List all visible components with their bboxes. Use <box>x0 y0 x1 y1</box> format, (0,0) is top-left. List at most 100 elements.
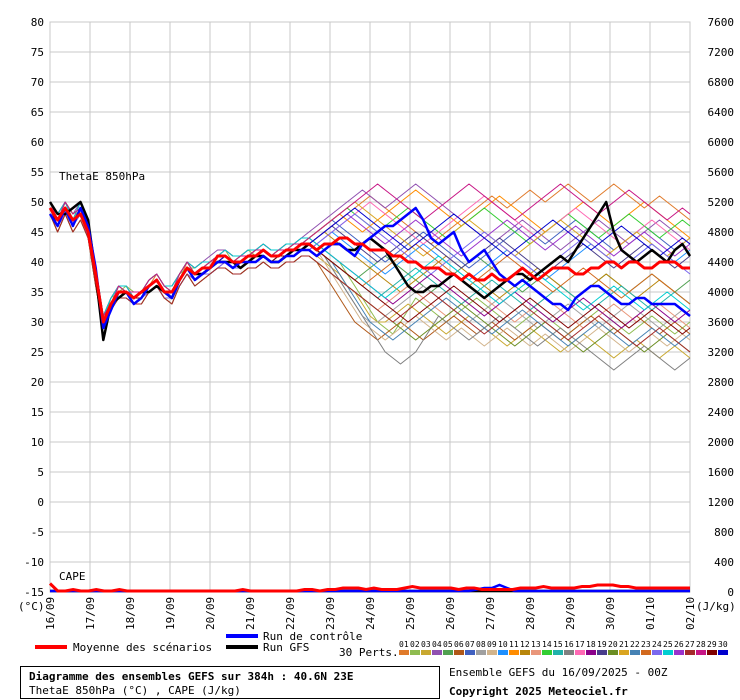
right-tick-label: 6800 <box>708 76 735 89</box>
pert-number: 07 <box>465 640 475 649</box>
pert-number: 20 <box>608 640 618 649</box>
pert-color-swatch <box>454 650 464 655</box>
right-tick-label: 400 <box>714 556 734 569</box>
x-tick-label: 01/10 <box>644 597 657 630</box>
pert-number: 13 <box>531 640 541 649</box>
pert-number: 25 <box>663 640 673 649</box>
x-tick-label: 26/09 <box>444 597 457 630</box>
x-tick-label: 02/10 <box>684 597 697 630</box>
pert-color-swatch <box>663 650 673 655</box>
right-tick-label: 5600 <box>708 166 735 179</box>
left-tick-label: 0 <box>37 496 44 509</box>
right-tick-label: 4400 <box>708 256 735 269</box>
right-tick-label: 1600 <box>708 466 735 479</box>
pert-number: 26 <box>674 640 684 649</box>
footer-title: Diagramme des ensembles GEFS sur 384h : … <box>29 670 354 683</box>
left-tick-label: 75 <box>31 46 44 59</box>
thetae-panel-label: ThetaE 850hPa <box>59 170 145 183</box>
footer-subtitle: ThetaE 850hPa (°C) , CAPE (J/kg) <box>29 684 241 697</box>
left-tick-label: 60 <box>31 136 44 149</box>
pert-color-swatch <box>641 650 651 655</box>
left-tick-label: -15 <box>24 586 44 599</box>
left-tick-label: 35 <box>31 286 44 299</box>
x-tick-label: 21/09 <box>244 597 257 630</box>
pert-color-swatch <box>421 650 431 655</box>
pert-color-swatch <box>465 650 475 655</box>
pert-number: 16 <box>564 640 574 649</box>
right-tick-label: 4000 <box>708 286 735 299</box>
x-tick-label: 20/09 <box>204 597 217 630</box>
pert-number: 21 <box>619 640 629 649</box>
pert-number: 01 <box>399 640 409 649</box>
pert-number: 03 <box>421 640 431 649</box>
pert-number: 19 <box>597 640 607 649</box>
series-lines <box>48 183 692 371</box>
pert-color-swatch <box>707 650 717 655</box>
pert-color-swatch <box>487 650 497 655</box>
x-tick-label: 22/09 <box>284 597 297 630</box>
left-tick-label: 25 <box>31 346 44 359</box>
right-tick-label: 2800 <box>708 376 735 389</box>
pert-color-swatch <box>630 650 640 655</box>
left-tick-label: -10 <box>24 556 44 569</box>
cape-lines <box>48 582 690 593</box>
pert-color-swatch <box>531 650 541 655</box>
pert-color-swatch <box>597 650 607 655</box>
pert-color-swatch <box>619 650 629 655</box>
right-tick-label: 2400 <box>708 406 735 419</box>
left-tick-label: 55 <box>31 166 44 179</box>
right-tick-label: 5200 <box>708 196 735 209</box>
pert-color-swatch <box>685 650 695 655</box>
pert-color-swatch <box>476 650 486 655</box>
right-tick-label: 0 <box>727 586 734 599</box>
right-tick-label: 4800 <box>708 226 735 239</box>
left-tick-label: 50 <box>31 196 44 209</box>
pert-color-swatch <box>553 650 563 655</box>
pert-number: 10 <box>498 640 508 649</box>
legend-perts-label: 30 Perts. <box>339 646 399 659</box>
pert-number: 23 <box>641 640 651 649</box>
pert-color-swatch <box>696 650 706 655</box>
left-tick-label: 40 <box>31 256 44 269</box>
left-tick-label: -5 <box>31 526 44 539</box>
pert-number: 05 <box>443 640 453 649</box>
legend-gfs-label: Run GFS <box>263 641 309 654</box>
right-tick-label: 6400 <box>708 106 735 119</box>
right-tick-label: 1200 <box>708 496 735 509</box>
pert-color-swatch <box>509 650 519 655</box>
copyright: Copyright 2025 Meteociel.fr <box>449 685 628 698</box>
pert-color-swatch <box>443 650 453 655</box>
pert-number: 29 <box>707 640 717 649</box>
left-unit-label: (°C) <box>18 600 45 613</box>
left-tick-label: 5 <box>37 466 44 479</box>
pert-number: 02 <box>410 640 420 649</box>
right-tick-label: 3200 <box>708 346 735 359</box>
cape-line-mean <box>48 582 690 593</box>
x-tick-label: 19/09 <box>164 597 177 630</box>
pert-number: 28 <box>696 640 706 649</box>
right-tick-label: 3600 <box>708 316 735 329</box>
x-tick-label: 27/09 <box>484 597 497 630</box>
cape-panel-label: CAPE <box>59 570 86 583</box>
right-tick-label: 800 <box>714 526 734 539</box>
series-line-moyenne-des-scénarios <box>48 206 690 324</box>
pert-color-swatch <box>652 650 662 655</box>
x-tick-label: 18/09 <box>124 597 137 630</box>
right-tick-label: 2000 <box>708 436 735 449</box>
x-tick-label: 30/09 <box>604 597 617 630</box>
left-tick-label: 10 <box>31 436 44 449</box>
series-line-28 <box>49 183 691 317</box>
pert-number: 18 <box>586 640 596 649</box>
pert-color-swatch <box>718 650 728 655</box>
pert-number: 27 <box>685 640 695 649</box>
pert-color-swatch <box>575 650 585 655</box>
pert-color-swatch <box>586 650 596 655</box>
pert-number: 14 <box>542 640 552 649</box>
right-axis-ticks: 0 400 800 1200 1600 2000 2400 2800 3200 3600 4000 4… <box>708 16 735 599</box>
pert-color-swatch <box>542 650 552 655</box>
right-tick-label: 6000 <box>708 136 735 149</box>
right-tick-label: 7200 <box>708 46 735 59</box>
left-tick-label: 70 <box>31 76 44 89</box>
pert-color-swatch <box>410 650 420 655</box>
